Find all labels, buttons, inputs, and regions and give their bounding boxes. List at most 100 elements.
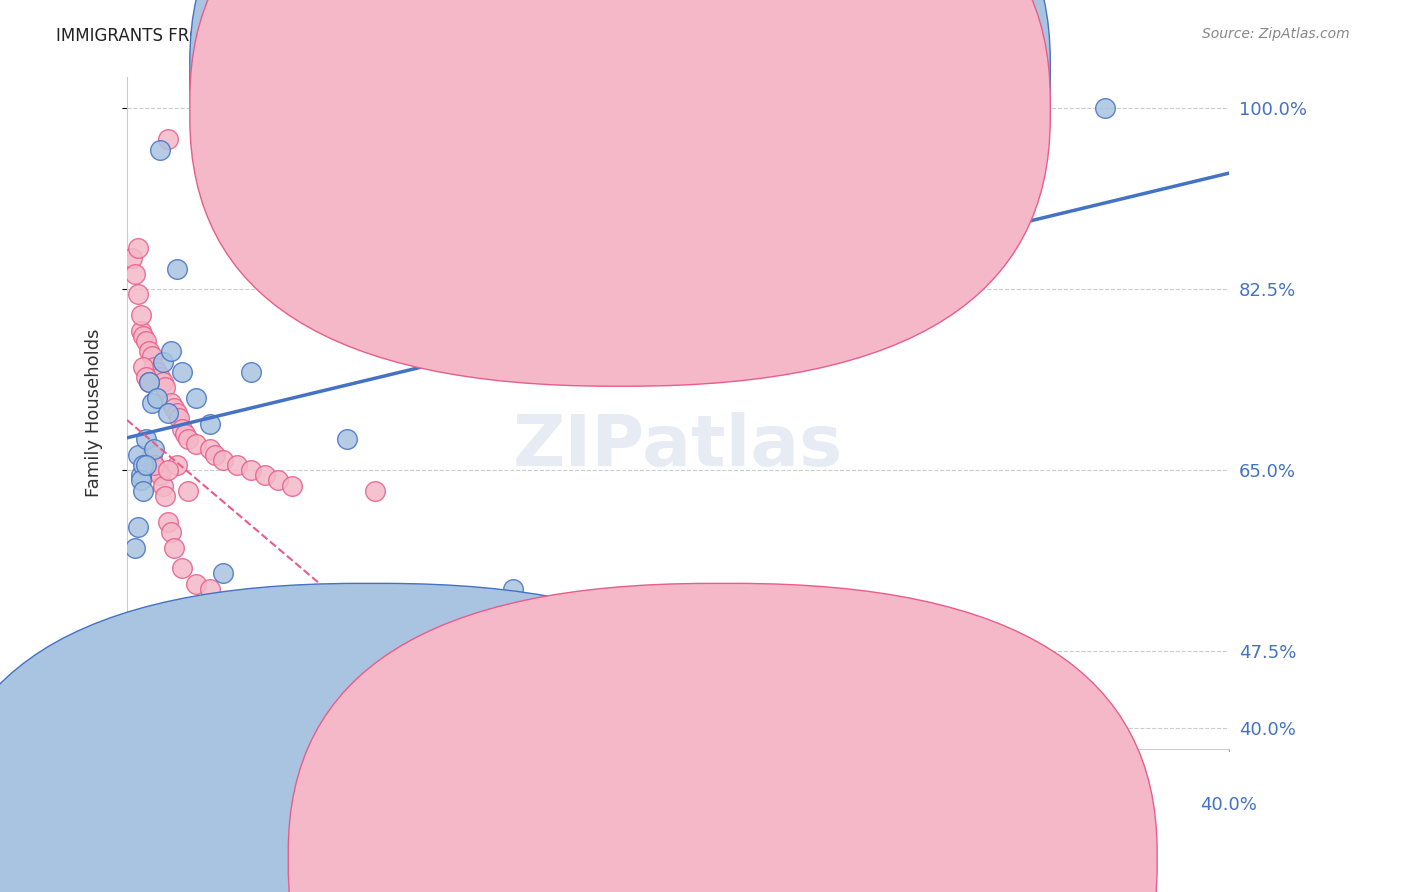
Text: R = -0.002   N = 65: R = -0.002 N = 65 [633,107,839,125]
Point [143,458,166,472]
Point [149,370,172,384]
Point [170,561,193,575]
Point [135,370,157,384]
Point [226,644,249,658]
Point [129,726,152,740]
Point [141,350,163,364]
Point [198,582,221,596]
Point [135,334,157,348]
Point [135,432,157,446]
Point [155,489,177,503]
Point [127,520,149,534]
Point [132,639,155,653]
Point [121,252,143,266]
Text: Source: ZipAtlas.com: Source: ZipAtlas.com [1202,27,1350,41]
Point [364,483,387,498]
Point [184,576,207,591]
Point [166,406,188,420]
Point [138,376,160,390]
Text: ZIPatlas: ZIPatlas [513,412,844,482]
Point [124,706,146,720]
Point [127,287,149,301]
Point [267,623,290,637]
Point [267,474,290,488]
Point [129,474,152,488]
Point [129,468,152,483]
Point [281,478,304,492]
Point [1094,102,1116,116]
Point [166,261,188,276]
Point [212,598,235,612]
Point [138,376,160,390]
Point [226,602,249,616]
Point [184,391,207,405]
Point [336,432,359,446]
Point [170,422,193,436]
Point [163,541,186,555]
Point [253,468,276,483]
Text: 40.0%: 40.0% [1201,796,1257,814]
Point [138,344,160,359]
Point [132,458,155,472]
Point [173,426,195,441]
Point [152,376,174,390]
Point [132,483,155,498]
Point [226,458,249,472]
Point [146,463,169,477]
Point [184,644,207,658]
Point [149,468,172,483]
Point [132,328,155,343]
Point [149,143,172,157]
Point [198,442,221,457]
Point [135,458,157,472]
Point [204,448,226,462]
Text: 0.0%: 0.0% [104,796,149,814]
Point [212,639,235,653]
Point [176,432,198,446]
Point [212,566,235,581]
Text: IMMIGRANTS FROM HUNGARY VS IMMIGRANTS FROM CZECHOSLOVAKIA FAMILY HOUSEHOLDS CORR: IMMIGRANTS FROM HUNGARY VS IMMIGRANTS FR… [56,27,1022,45]
Point [239,463,262,477]
Point [184,437,207,451]
Point [143,359,166,374]
Text: Immigrants from Czechoslovakia: Immigrants from Czechoslovakia [735,847,1008,865]
Point [129,308,152,322]
Text: Immigrants from Hungary: Immigrants from Hungary [384,847,600,865]
Point [502,582,524,596]
Point [127,241,149,255]
Point [152,478,174,492]
Y-axis label: Family Households: Family Households [86,329,103,498]
Point [124,685,146,699]
Point [152,354,174,368]
Point [157,515,180,529]
Point [212,452,235,467]
Point [176,483,198,498]
Point [141,396,163,410]
Point [198,417,221,431]
Point [163,401,186,415]
Point [132,359,155,374]
Point [141,448,163,462]
Point [157,132,180,146]
Point [160,396,183,410]
Point [124,541,146,555]
Point [146,365,169,379]
Point [127,448,149,462]
Point [160,524,183,539]
Point [143,458,166,472]
Point [138,644,160,658]
Point [157,463,180,477]
Point [166,458,188,472]
Text: R =  0.525   N = 26: R = 0.525 N = 26 [633,67,839,85]
Point [239,365,262,379]
Point [124,267,146,281]
Point [160,344,183,359]
Point [253,613,276,627]
Point [143,442,166,457]
Point [170,365,193,379]
Point [193,613,215,627]
Point [129,324,152,338]
Point [146,391,169,405]
Point [155,380,177,394]
Point [157,406,180,420]
